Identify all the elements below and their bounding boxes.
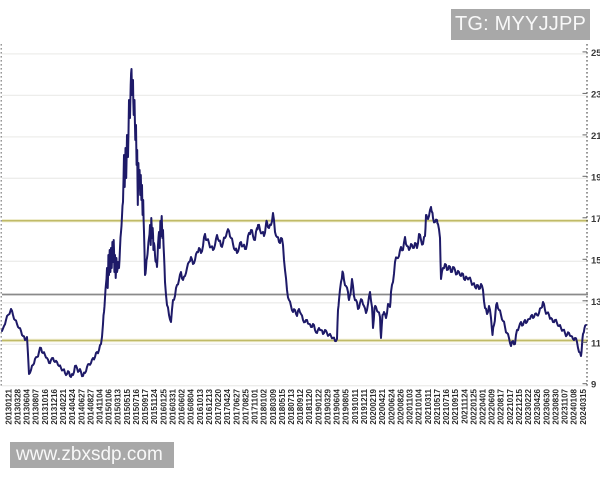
svg-text:20190805: 20190805 [342,388,351,424]
svg-text:20191211: 20191211 [360,388,369,424]
svg-text:20130121: 20130121 [4,388,13,424]
svg-text:20140424: 20140424 [68,388,77,424]
svg-text:20170627: 20170627 [232,388,241,424]
svg-text:20170424: 20170424 [223,388,232,424]
svg-text:20231107: 20231107 [561,388,570,424]
svg-text:23: 23 [591,89,600,100]
svg-text:20150716: 20150716 [132,388,141,424]
svg-text:20240108: 20240108 [570,388,579,424]
svg-text:19: 19 [591,172,600,183]
svg-text:20210517: 20210517 [433,388,442,424]
svg-text:20180713: 20180713 [287,388,296,424]
svg-text:20181120: 20181120 [305,388,314,424]
svg-text:20150917: 20150917 [141,388,150,424]
svg-text:20221017: 20221017 [506,388,515,424]
svg-text:20140827: 20140827 [86,388,95,424]
svg-text:20131016: 20131016 [41,388,50,424]
svg-text:20190329: 20190329 [324,388,333,424]
svg-text:20200219: 20200219 [369,388,378,424]
svg-text:25: 25 [591,48,600,59]
svg-text:20230830: 20230830 [551,388,560,424]
svg-text:20131216: 20131216 [50,388,59,424]
svg-text:20240315: 20240315 [579,388,588,424]
svg-text:20161013: 20161013 [196,388,205,424]
svg-text:20150106: 20150106 [105,388,114,424]
svg-text:20201103: 20201103 [406,388,415,424]
svg-text:20160331: 20160331 [168,388,177,424]
svg-text:20141104: 20141104 [96,388,105,424]
svg-text:20170825: 20170825 [241,388,250,424]
svg-text:20180912: 20180912 [296,388,305,424]
svg-text:20210311: 20210311 [424,388,433,424]
svg-text:20230630: 20230630 [542,388,551,424]
svg-text:20220401: 20220401 [479,388,488,424]
svg-text:20140221: 20140221 [59,388,68,424]
svg-text:20210915: 20210915 [451,388,460,424]
svg-text:20180515: 20180515 [278,388,287,424]
svg-text:20211124: 20211124 [460,388,469,423]
svg-text:20190122: 20190122 [314,388,323,424]
svg-text:20171101: 20171101 [251,388,260,424]
svg-text:9: 9 [591,380,596,391]
svg-text:20220609: 20220609 [488,388,497,424]
svg-text:20191011: 20191011 [351,388,360,424]
svg-text:21: 21 [591,131,600,142]
svg-text:17: 17 [591,214,600,225]
svg-text:20140627: 20140627 [77,388,86,424]
svg-text:20230222: 20230222 [524,388,533,424]
svg-text:20210716: 20210716 [442,388,451,424]
svg-text:20220817: 20220817 [497,388,506,424]
svg-text:20160125: 20160125 [159,388,168,424]
svg-text:20220125: 20220125 [469,388,478,424]
svg-text:20160804: 20160804 [187,388,196,424]
svg-text:20200826: 20200826 [396,388,405,424]
svg-text:20200421: 20200421 [378,388,387,424]
svg-text:11: 11 [591,338,600,349]
svg-text:20170220: 20170220 [214,388,223,424]
svg-text:20221215: 20221215 [515,388,524,424]
svg-text:20150313: 20150313 [114,388,123,424]
svg-text:20210104: 20210104 [415,388,424,424]
svg-text:20130604: 20130604 [23,388,32,424]
svg-text:20230426: 20230426 [533,388,542,424]
svg-text:20150515: 20150515 [123,388,132,424]
svg-text:20180102: 20180102 [260,388,269,424]
svg-text:20151124: 20151124 [150,388,159,424]
svg-text:20161213: 20161213 [205,388,214,424]
svg-text:20160602: 20160602 [178,388,187,424]
svg-text:20180309: 20180309 [269,388,278,424]
svg-text:20130328: 20130328 [13,388,22,424]
svg-text:20200624: 20200624 [387,388,396,424]
svg-text:13: 13 [591,297,600,308]
svg-text:15: 15 [591,255,600,266]
svg-text:20190604: 20190604 [333,388,342,424]
svg-text:20130807: 20130807 [32,388,41,424]
